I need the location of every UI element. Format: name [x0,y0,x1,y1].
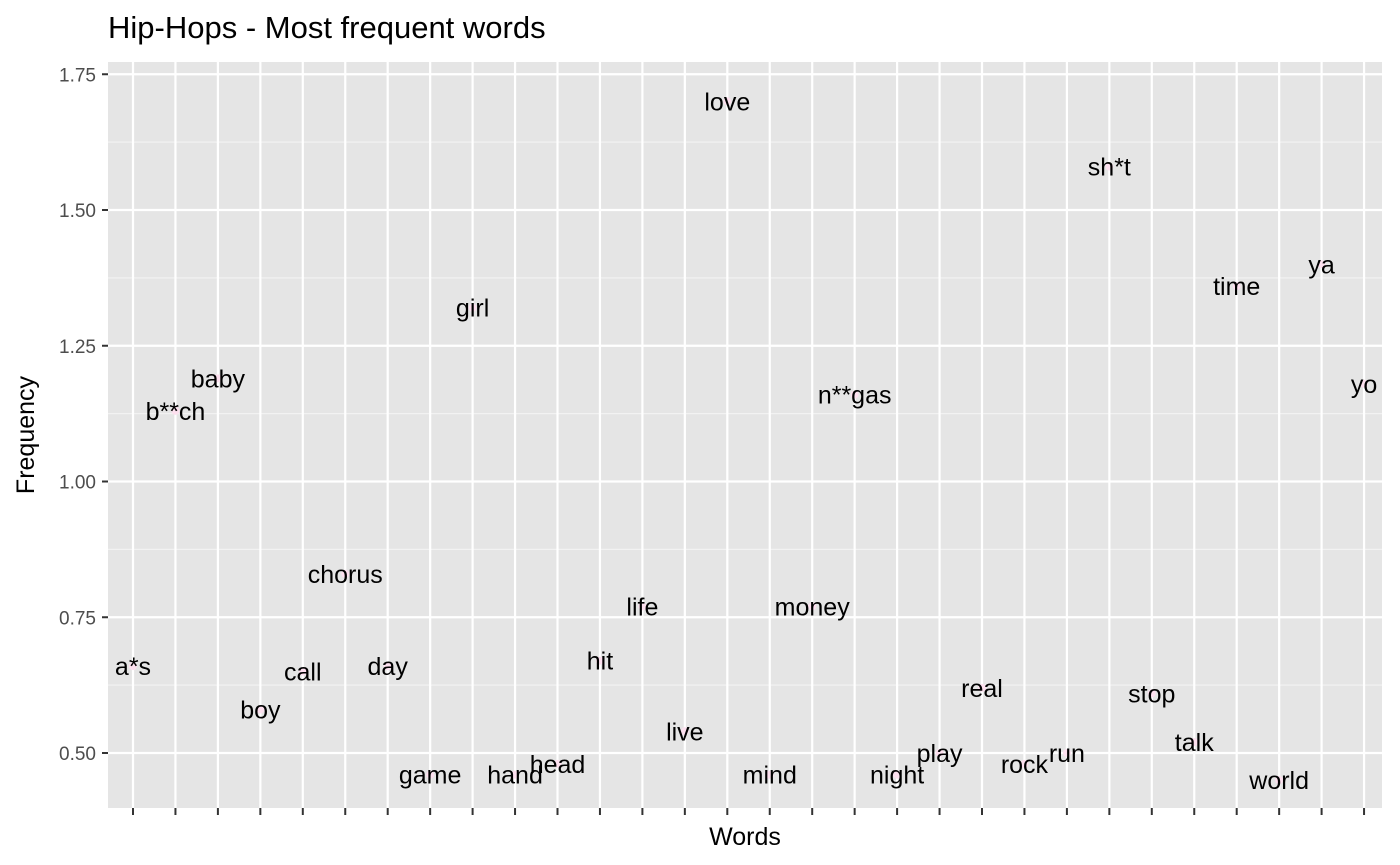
y-axis-title: Frequency [12,375,40,494]
word-label-15: mind [743,762,797,790]
word-label-17: n**gas [818,382,892,410]
word-label-10: head [530,751,586,779]
data-point-6 [383,662,392,671]
word-label-4: call [284,659,322,687]
word-label-5: chorus [308,561,383,589]
data-point-13 [680,727,689,736]
data-point-25 [1190,738,1199,747]
minor-gridlines [108,141,1382,686]
word-label-22: run [1049,740,1085,768]
y-tick-label: 1.00 [59,473,96,494]
data-point-29 [1360,379,1369,388]
data-point-20 [978,683,986,692]
data-point-23 [1105,162,1114,171]
word-label-11: hit [587,648,613,676]
data-point-26 [1232,282,1241,291]
data-point-12 [638,602,647,611]
word-label-29: yo [1351,371,1377,399]
word-label-26: time [1213,273,1260,301]
word-label-1: b**ch [146,398,206,426]
word-label-6: day [368,653,409,681]
data-point-9 [511,770,520,779]
word-label-23: sh*t [1088,154,1131,182]
data-point-7 [426,770,435,779]
data-point-16 [808,602,817,611]
y-tick-label: 0.50 [59,744,96,765]
data-point-17 [850,390,859,399]
y-axis: 0.50 0.75 1.00 1.25 1.50 1.75 [59,65,108,765]
y-tick-label: 1.25 [59,337,96,358]
data-point-19 [935,749,944,757]
word-label-24: stop [1128,680,1175,708]
data-point-24 [1147,689,1156,698]
data-point-15 [765,770,774,779]
word-label-28: ya [1308,251,1335,279]
y-tick-label: 1.75 [59,65,96,86]
word-label-25: talk [1175,729,1214,757]
word-label-27: world [1248,767,1309,795]
data-point-11 [595,656,604,665]
data-point-28 [1317,260,1326,269]
data-point-18 [893,770,902,779]
word-label-7: game [399,762,462,790]
word-label-21: rock [1001,751,1049,779]
data-point-10 [553,759,562,768]
word-label-0: a*s [115,653,151,681]
word-label-3: boy [240,697,281,725]
data-point-1 [171,406,180,415]
data-point-0 [129,662,137,671]
x-axis-title: Words [709,823,781,851]
chart-title: Hip-Hops - Most frequent words [108,10,546,45]
data-point-22 [1062,749,1071,757]
word-label-14: love [704,88,750,116]
major-gridlines [108,62,1382,808]
y-tick-label: 1.50 [59,201,96,222]
data-points [129,97,1369,785]
word-label-16: money [775,593,851,621]
data-point-21 [1020,759,1029,768]
data-point-2 [213,374,222,383]
x-axis [132,808,1366,815]
word-label-20: real [961,675,1003,703]
word-label-19: play [917,740,963,768]
word-label-12: life [626,593,658,621]
data-point-5 [341,569,350,578]
word-label-13: live [666,718,704,746]
plot-panel [108,62,1382,808]
word-label-8: girl [456,295,489,323]
word-label-2: baby [191,365,246,393]
data-point-8 [468,303,477,312]
y-tick-label: 0.75 [59,608,96,629]
word-label-9: hand [487,762,543,790]
data-point-3 [256,705,265,714]
word-label-18: night [870,762,924,790]
data-point-14 [723,97,732,106]
data-point-27 [1275,776,1284,785]
data-point-4 [298,667,307,676]
